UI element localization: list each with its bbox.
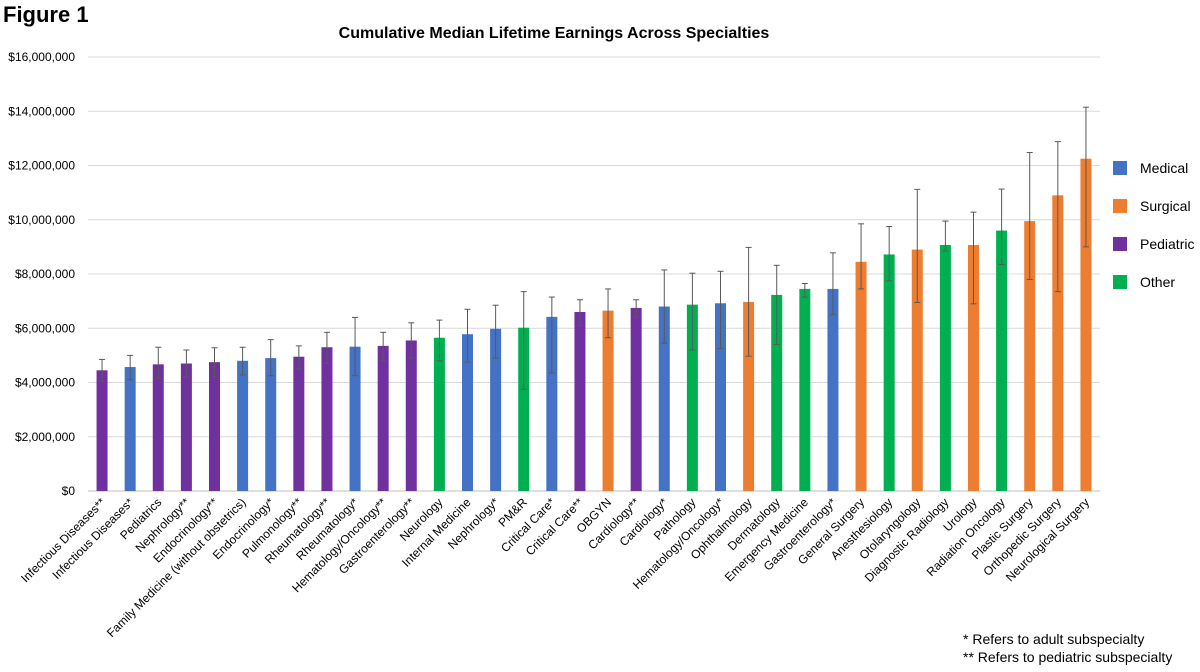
- error-bars: [99, 106, 1089, 390]
- legend-swatch: [1113, 199, 1127, 213]
- footnote-adult: * Refers to adult subspecialty: [963, 631, 1145, 647]
- y-tick-label: $10,000,000: [8, 213, 75, 227]
- bar: [293, 356, 305, 491]
- bar: [911, 249, 923, 491]
- bar: [771, 294, 783, 491]
- bar: [96, 370, 108, 491]
- y-tick-label: $12,000,000: [8, 159, 75, 173]
- bar: [321, 347, 333, 491]
- y-tick-label: $8,000,000: [15, 267, 75, 281]
- bar: [265, 358, 277, 491]
- bar: [180, 363, 192, 491]
- y-tick-label: $6,000,000: [15, 321, 75, 335]
- y-tick-label: $4,000,000: [15, 376, 75, 390]
- bar: [462, 334, 473, 491]
- bar: [490, 328, 502, 491]
- bar: [855, 261, 867, 491]
- bar: [377, 345, 389, 491]
- legend-swatch: [1113, 237, 1127, 251]
- bar: [518, 327, 530, 491]
- bar: [883, 254, 895, 491]
- bar: [968, 244, 979, 491]
- legend-label: Medical: [1140, 160, 1188, 176]
- legend-label: Surgical: [1140, 198, 1191, 214]
- bar: [715, 303, 726, 491]
- bar: [237, 360, 249, 491]
- y-tick-label: $0: [62, 484, 76, 498]
- bar: [658, 306, 670, 491]
- bars: [96, 158, 1092, 491]
- chart-title: Cumulative Median Lifetime Earnings Acro…: [339, 25, 770, 42]
- y-tick-label: $2,000,000: [15, 430, 75, 444]
- legend-label: Other: [1140, 274, 1175, 290]
- bar: [405, 340, 417, 491]
- footnote-pediatric: ** Refers to pediatric subspecialty: [963, 649, 1173, 665]
- bar: [1080, 158, 1092, 491]
- x-axis-ticks: Infectious Diseases**Infectious Diseases…: [18, 495, 1092, 640]
- bar: [602, 310, 614, 491]
- bar: [743, 301, 755, 491]
- bar: [939, 244, 951, 491]
- legend: Medical Surgical Pediatric Other: [1113, 160, 1194, 290]
- bar: [827, 288, 839, 491]
- bar: [1024, 221, 1036, 491]
- bar: [152, 364, 164, 491]
- bar: [546, 316, 558, 491]
- gridlines: [88, 56, 1100, 492]
- bar: [686, 304, 698, 491]
- figure-label: Figure 1: [3, 2, 89, 27]
- bar: [996, 230, 1008, 491]
- bar: [1052, 195, 1064, 491]
- y-tick-label: $16,000,000: [8, 50, 75, 64]
- bar: [209, 362, 220, 491]
- y-tick-label: $14,000,000: [8, 104, 75, 118]
- bar: [433, 337, 445, 491]
- bar: [349, 346, 361, 491]
- y-axis-ticks: $0 $2,000,000 $4,000,000 $6,000,000 $8,000,0…: [8, 50, 75, 498]
- legend-swatch: [1113, 275, 1127, 289]
- legend-label: Pediatric: [1140, 236, 1194, 252]
- bar: [799, 288, 811, 491]
- bar: [574, 311, 586, 491]
- bar: [630, 307, 642, 491]
- bar: [124, 367, 136, 491]
- legend-swatch: [1113, 161, 1127, 175]
